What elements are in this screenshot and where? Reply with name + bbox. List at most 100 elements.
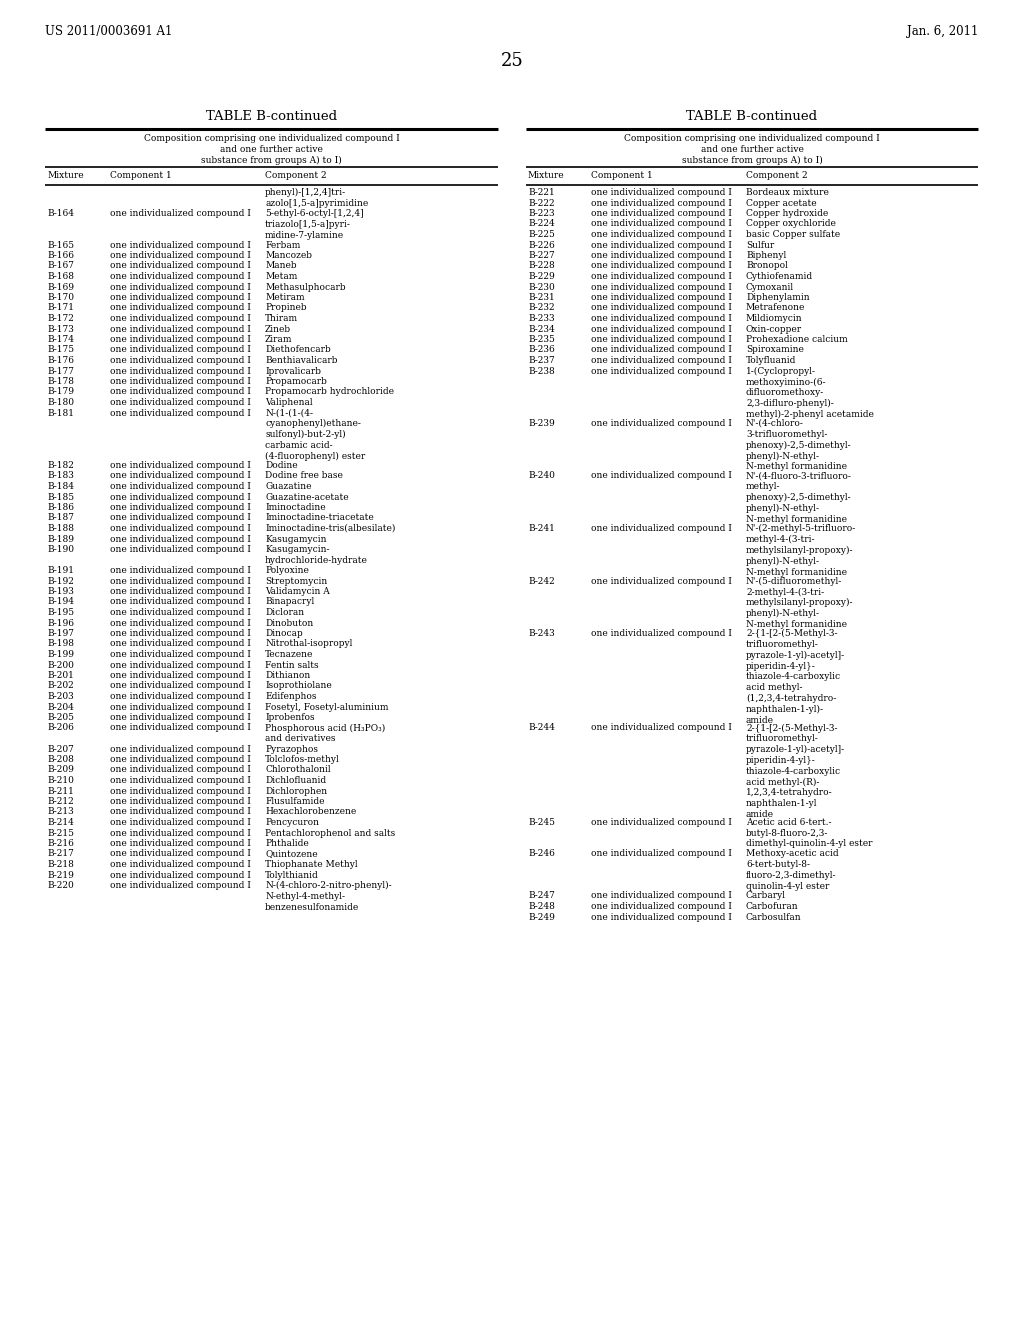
Text: B-211: B-211 bbox=[47, 787, 74, 796]
Text: Thiophanate Methyl: Thiophanate Methyl bbox=[265, 861, 357, 869]
Text: B-232: B-232 bbox=[528, 304, 555, 313]
Text: Iminoctadine-triacetate: Iminoctadine-triacetate bbox=[265, 513, 374, 523]
Text: B-245: B-245 bbox=[528, 818, 555, 828]
Text: one individualized compound I: one individualized compound I bbox=[110, 471, 251, 480]
Text: one individualized compound I: one individualized compound I bbox=[110, 766, 251, 775]
Text: B-173: B-173 bbox=[47, 325, 74, 334]
Text: one individualized compound I: one individualized compound I bbox=[110, 671, 251, 680]
Text: one individualized compound I: one individualized compound I bbox=[110, 314, 251, 323]
Text: B-248: B-248 bbox=[528, 902, 555, 911]
Text: one individualized compound I: one individualized compound I bbox=[591, 272, 732, 281]
Text: one individualized compound I: one individualized compound I bbox=[110, 787, 251, 796]
Text: one individualized compound I: one individualized compound I bbox=[110, 335, 251, 345]
Text: Benthiavalicarb: Benthiavalicarb bbox=[265, 356, 338, 366]
Text: one individualized compound I: one individualized compound I bbox=[591, 418, 732, 428]
Text: one individualized compound I: one individualized compound I bbox=[110, 240, 251, 249]
Text: Ziram: Ziram bbox=[265, 335, 293, 345]
Text: B-176: B-176 bbox=[47, 356, 74, 366]
Text: N-(4-chloro-2-nitro-phenyl)-
N-ethyl-4-methyl-
benzenesulfonamide: N-(4-chloro-2-nitro-phenyl)- N-ethyl-4-m… bbox=[265, 880, 391, 912]
Text: Hexachlorobenzene: Hexachlorobenzene bbox=[265, 808, 356, 817]
Text: B-191: B-191 bbox=[47, 566, 74, 576]
Text: one individualized compound I: one individualized compound I bbox=[110, 261, 251, 271]
Text: Tolyfluanid: Tolyfluanid bbox=[746, 356, 797, 366]
Text: Propineb: Propineb bbox=[265, 304, 306, 313]
Text: TABLE B-continued: TABLE B-continued bbox=[206, 110, 337, 123]
Text: Spiroxamine: Spiroxamine bbox=[746, 346, 804, 355]
Text: B-177: B-177 bbox=[47, 367, 74, 375]
Text: Dodine free base: Dodine free base bbox=[265, 471, 343, 480]
Text: Kasugamycin-
hydrochloride-hydrate: Kasugamycin- hydrochloride-hydrate bbox=[265, 545, 368, 565]
Text: N'-(4-fluoro-3-trifluoro-
methyl-
phenoxy)-2,5-dimethyl-
phenyl)-N-ethyl-
N-meth: N'-(4-fluoro-3-trifluoro- methyl- phenox… bbox=[746, 471, 852, 524]
Text: Dichlofluanid: Dichlofluanid bbox=[265, 776, 326, 785]
Text: substance from groups A) to I): substance from groups A) to I) bbox=[682, 156, 822, 165]
Text: Tolylthianid: Tolylthianid bbox=[265, 870, 318, 879]
Text: one individualized compound I: one individualized compound I bbox=[591, 261, 732, 271]
Text: Dinobuton: Dinobuton bbox=[265, 619, 313, 627]
Text: Iminoctadine: Iminoctadine bbox=[265, 503, 326, 512]
Text: and one further active: and one further active bbox=[700, 145, 804, 154]
Text: Carbosulfan: Carbosulfan bbox=[746, 912, 802, 921]
Text: one individualized compound I: one individualized compound I bbox=[591, 471, 732, 480]
Text: one individualized compound I: one individualized compound I bbox=[110, 776, 251, 785]
Text: B-169: B-169 bbox=[47, 282, 74, 292]
Text: B-198: B-198 bbox=[47, 639, 74, 648]
Text: B-206: B-206 bbox=[47, 723, 74, 733]
Text: one individualized compound I: one individualized compound I bbox=[591, 346, 732, 355]
Text: B-243: B-243 bbox=[528, 630, 555, 638]
Text: Copper oxychloride: Copper oxychloride bbox=[746, 219, 836, 228]
Text: one individualized compound I: one individualized compound I bbox=[110, 325, 251, 334]
Text: Cythiofenamid: Cythiofenamid bbox=[746, 272, 813, 281]
Text: B-190: B-190 bbox=[47, 545, 74, 554]
Text: one individualized compound I: one individualized compound I bbox=[110, 524, 251, 533]
Text: Dichlorophen: Dichlorophen bbox=[265, 787, 327, 796]
Text: one individualized compound I: one individualized compound I bbox=[110, 850, 251, 858]
Text: one individualized compound I: one individualized compound I bbox=[110, 797, 251, 807]
Text: Nitrothal-isopropyl: Nitrothal-isopropyl bbox=[265, 639, 352, 648]
Text: one individualized compound I: one individualized compound I bbox=[591, 282, 732, 292]
Text: B-175: B-175 bbox=[47, 346, 74, 355]
Text: Kasugamycin: Kasugamycin bbox=[265, 535, 327, 544]
Text: one individualized compound I: one individualized compound I bbox=[110, 598, 251, 606]
Text: Chlorothalonil: Chlorothalonil bbox=[265, 766, 331, 775]
Text: B-196: B-196 bbox=[47, 619, 74, 627]
Text: B-238: B-238 bbox=[528, 367, 555, 375]
Text: one individualized compound I: one individualized compound I bbox=[110, 408, 251, 417]
Text: B-226: B-226 bbox=[528, 240, 555, 249]
Text: one individualized compound I: one individualized compound I bbox=[110, 649, 251, 659]
Text: one individualized compound I: one individualized compound I bbox=[591, 891, 732, 900]
Text: and one further active: and one further active bbox=[220, 145, 323, 154]
Text: one individualized compound I: one individualized compound I bbox=[591, 577, 732, 586]
Text: Copper hydroxide: Copper hydroxide bbox=[746, 209, 828, 218]
Text: B-181: B-181 bbox=[47, 408, 74, 417]
Text: one individualized compound I: one individualized compound I bbox=[591, 818, 732, 828]
Text: one individualized compound I: one individualized compound I bbox=[591, 902, 732, 911]
Text: B-203: B-203 bbox=[47, 692, 74, 701]
Text: Methoxy-acetic acid
6-tert-butyl-8-
fluoro-2,3-dimethyl-
quinolin-4-yl ester: Methoxy-acetic acid 6-tert-butyl-8- fluo… bbox=[746, 850, 839, 891]
Text: B-218: B-218 bbox=[47, 861, 74, 869]
Text: Composition comprising one individualized compound I: Composition comprising one individualize… bbox=[624, 135, 880, 143]
Text: B-222: B-222 bbox=[528, 198, 555, 207]
Text: Pyrazophos: Pyrazophos bbox=[265, 744, 318, 754]
Text: one individualized compound I: one individualized compound I bbox=[110, 713, 251, 722]
Text: one individualized compound I: one individualized compound I bbox=[591, 723, 732, 733]
Text: Guazatine-acetate: Guazatine-acetate bbox=[265, 492, 348, 502]
Text: B-231: B-231 bbox=[528, 293, 555, 302]
Text: B-241: B-241 bbox=[528, 524, 555, 533]
Text: one individualized compound I: one individualized compound I bbox=[110, 503, 251, 512]
Text: one individualized compound I: one individualized compound I bbox=[110, 639, 251, 648]
Text: Component 2: Component 2 bbox=[265, 172, 327, 180]
Text: Dithianon: Dithianon bbox=[265, 671, 310, 680]
Text: Phthalide: Phthalide bbox=[265, 840, 309, 847]
Text: one individualized compound I: one individualized compound I bbox=[110, 681, 251, 690]
Text: B-186: B-186 bbox=[47, 503, 74, 512]
Text: B-180: B-180 bbox=[47, 399, 74, 407]
Text: one individualized compound I: one individualized compound I bbox=[110, 356, 251, 366]
Text: B-214: B-214 bbox=[47, 818, 74, 828]
Text: Mancozeb: Mancozeb bbox=[265, 251, 312, 260]
Text: B-213: B-213 bbox=[47, 808, 74, 817]
Text: N-(1-(1-(4-
cyanophenyl)ethane-
sulfonyl)-but-2-yl)
carbamic acid-
(4-fluorophen: N-(1-(1-(4- cyanophenyl)ethane- sulfonyl… bbox=[265, 408, 366, 461]
Text: Carbaryl: Carbaryl bbox=[746, 891, 786, 900]
Text: B-178: B-178 bbox=[47, 378, 74, 385]
Text: B-201: B-201 bbox=[47, 671, 74, 680]
Text: B-188: B-188 bbox=[47, 524, 74, 533]
